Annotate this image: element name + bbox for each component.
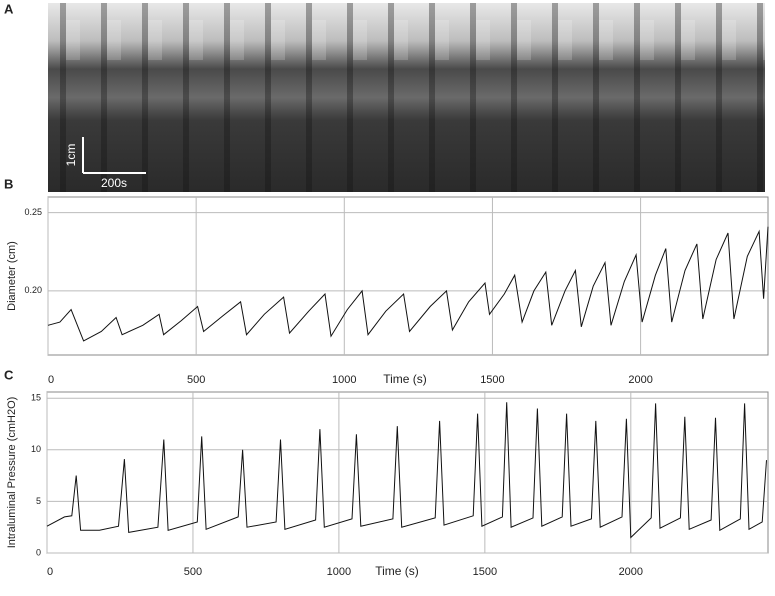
x-tick-label: 1500 (480, 374, 504, 386)
x-tick-label: 500 (184, 566, 202, 578)
y-tick-label: 15 (31, 393, 41, 403)
y-axis-label: Diameter (cm) (6, 241, 18, 311)
x-tick-label: 0 (48, 374, 54, 386)
x-tick-label: 0 (47, 566, 53, 578)
data-line (46, 402, 767, 539)
scale-x-label: 200s (101, 176, 127, 190)
panel-label: C (4, 367, 14, 382)
y-tick-label: 5 (36, 496, 41, 506)
panel-label: A (4, 1, 14, 16)
scale-y-label: 1cm (64, 144, 78, 167)
y-tick-label: 0 (36, 547, 41, 557)
x-axis-label: Time (s) (375, 564, 419, 578)
x-axis-label: Time (s) (383, 372, 427, 386)
x-tick-label: 2000 (628, 374, 652, 386)
x-tick-label: 500 (187, 374, 205, 386)
plot-frame (47, 196, 769, 356)
x-tick-label: 1000 (332, 374, 356, 386)
y-tick-label: 0.25 (24, 207, 42, 217)
data-line (47, 226, 769, 342)
plot-frame (46, 391, 769, 554)
kymograph: 1cm 200s (48, 3, 765, 192)
y-tick-label: 0.20 (24, 285, 42, 295)
x-tick-label: 2000 (619, 566, 643, 578)
x-tick-label: 1500 (473, 566, 497, 578)
y-axis-label: Intraluminal Pressure (cmH2O) (6, 397, 18, 549)
panel-label: B (4, 176, 13, 191)
x-tick-label: 1000 (327, 566, 351, 578)
y-tick-label: 10 (31, 444, 41, 454)
